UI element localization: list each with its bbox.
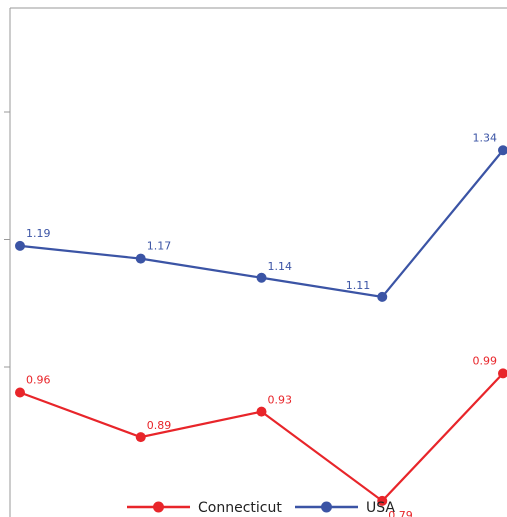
data-label-connecticut: 0.96 xyxy=(26,374,51,387)
data-point-connecticut xyxy=(135,432,146,443)
legend-marker-connecticut xyxy=(153,501,164,513)
legend-label-connecticut: Connecticut xyxy=(198,500,282,516)
plot-area: 0.96 0.89 0.93 0.79 0.99 1.19 1.17 1.14 1.11 1.34 xyxy=(15,131,507,517)
data-label-usa: 1.17 xyxy=(147,240,172,253)
legend-label-usa: USA xyxy=(366,500,395,516)
data-point-usa xyxy=(256,272,267,283)
data-label-connecticut: 0.99 xyxy=(473,354,498,367)
data-label-connecticut: 0.93 xyxy=(268,394,293,407)
chart-axes xyxy=(4,7,507,517)
data-label-usa: 1.11 xyxy=(346,279,371,292)
data-label-connecticut: 0.79 xyxy=(388,509,413,517)
legend-marker-usa xyxy=(321,501,332,513)
series-line-connecticut xyxy=(19,372,504,503)
data-point-connecticut xyxy=(498,368,507,379)
data-point-connecticut xyxy=(256,406,267,417)
data-label-usa: 1.14 xyxy=(268,260,293,273)
data-point-usa xyxy=(15,240,25,251)
data-point-usa xyxy=(135,253,146,264)
data-point-usa xyxy=(377,291,388,302)
data-label-usa: 1.34 xyxy=(473,131,498,144)
data-label-usa: 1.19 xyxy=(26,227,51,240)
data-label-connecticut: 0.89 xyxy=(147,419,172,432)
data-point-usa xyxy=(498,145,507,156)
chart-legend: Connecticut USA xyxy=(127,500,395,516)
data-point-connecticut xyxy=(15,387,25,398)
data-point-connecticut xyxy=(377,495,388,506)
